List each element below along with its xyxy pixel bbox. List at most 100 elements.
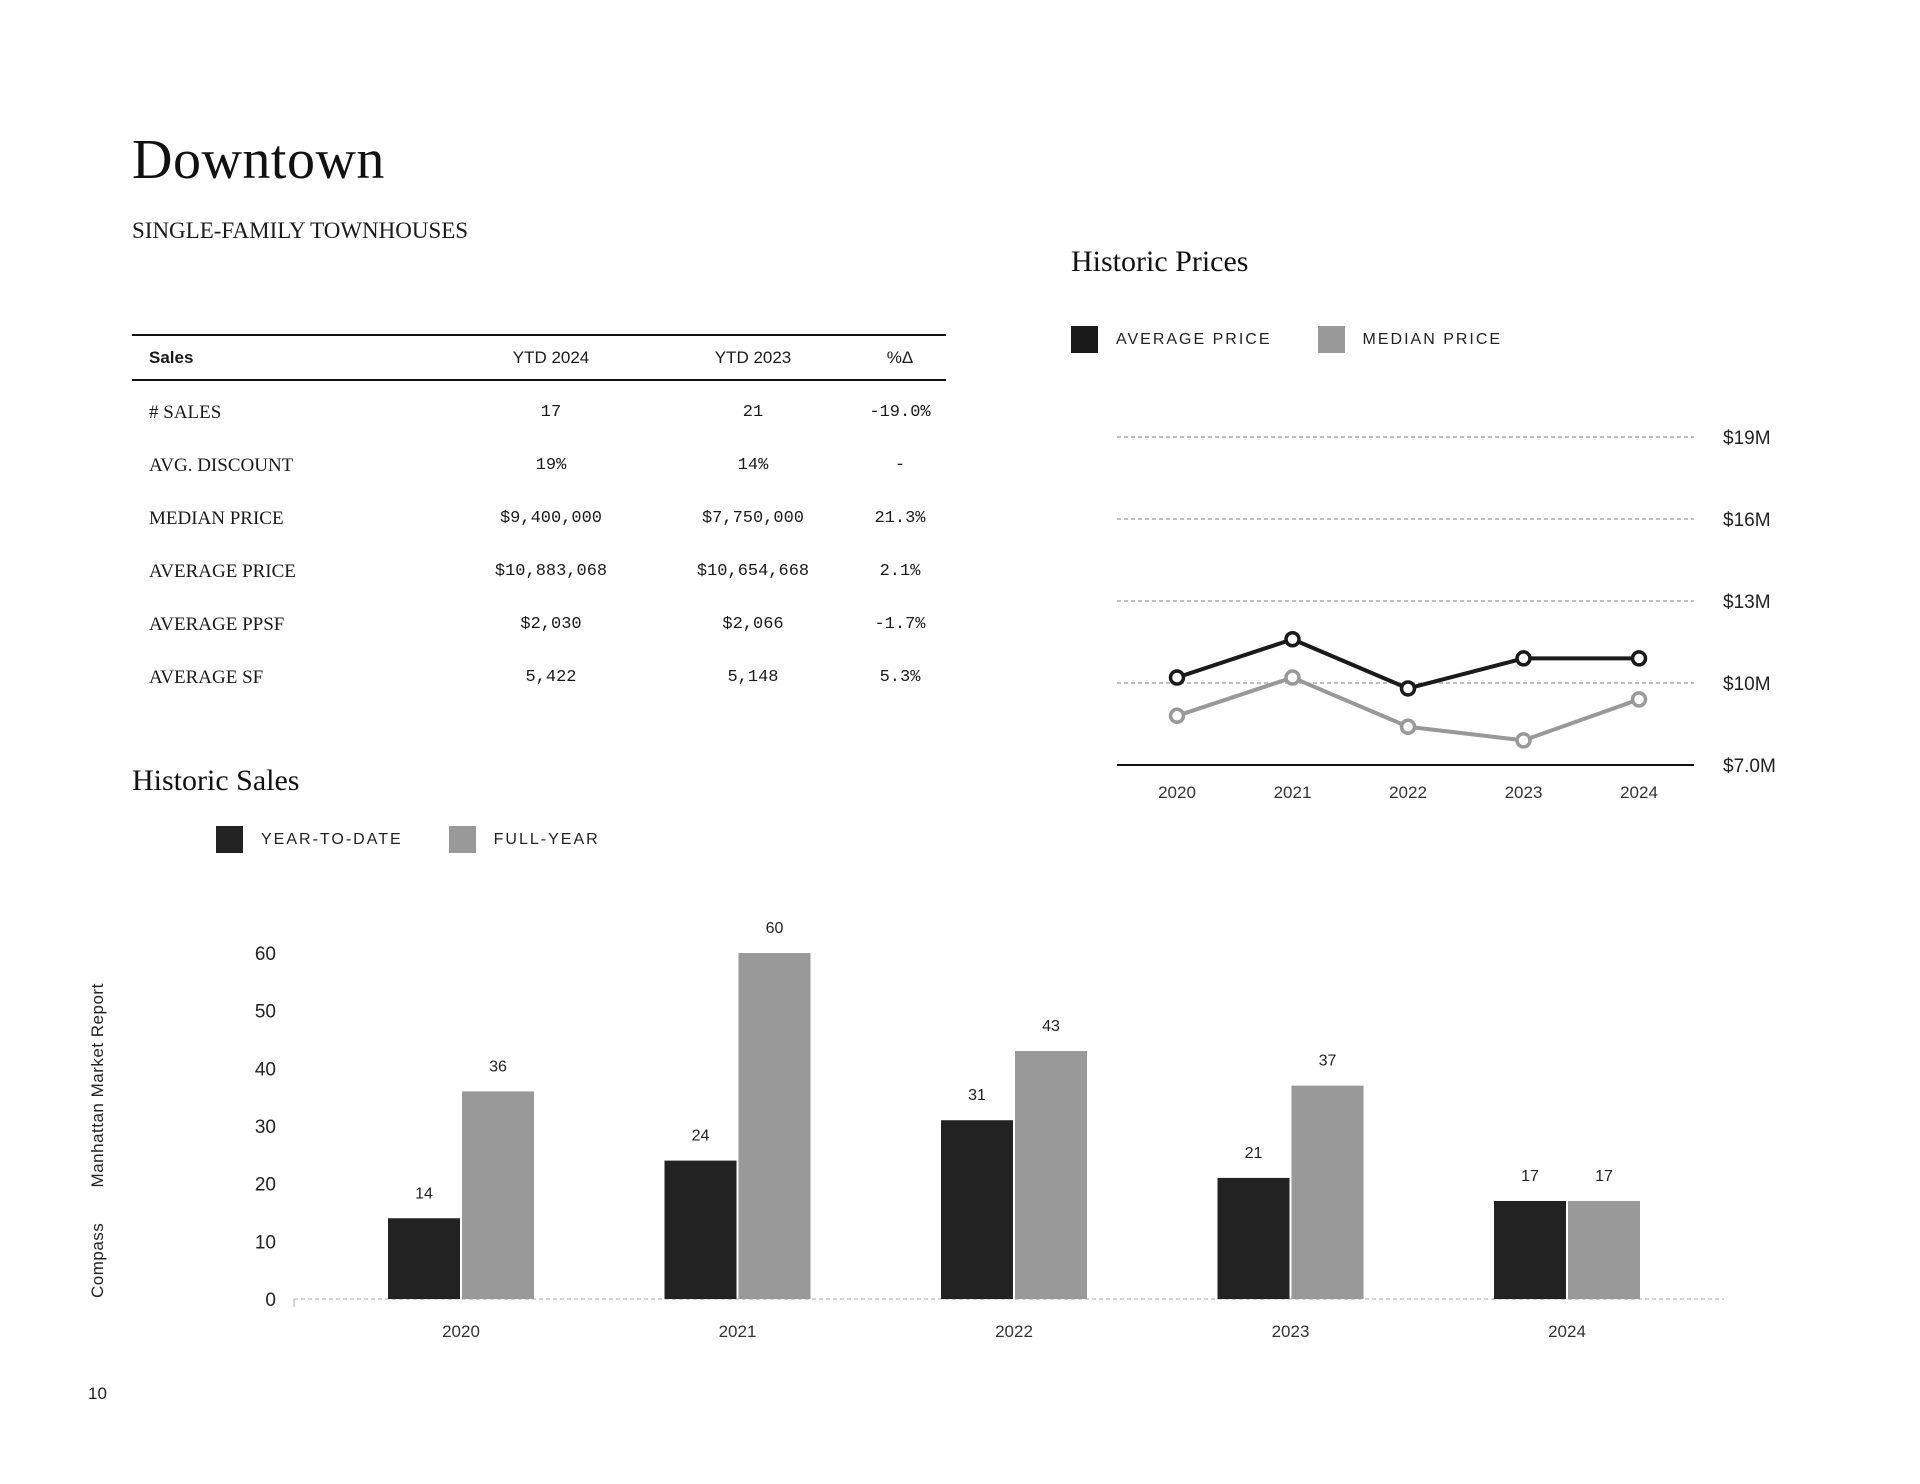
legend-label: FULL-YEAR [493,830,600,848]
cell-change: 21.3% [874,509,926,528]
prices-legend: AVERAGE PRICE MEDIAN PRICE [1071,326,1548,353]
side-report-title: Manhattan Market Report [88,983,107,1188]
median-price-point [1515,732,1532,749]
column-header-ytd2024: YTD 2024 [450,334,652,381]
table-row: AVERAGE PPSF $2,030 $2,066 -1.7% [132,598,946,651]
legend-label: AVERAGE PRICE [1116,330,1272,348]
full-year-bar [1015,1051,1087,1299]
legend-label: MEDIAN PRICE [1362,330,1503,348]
legend-label: YEAR-TO-DATE [261,830,403,848]
y-tick-label: $7.0M [1723,756,1776,777]
column-header-sales: Sales [132,334,450,381]
legend-item-median-price: MEDIAN PRICE [1317,326,1503,353]
page-number: 10 [88,1384,107,1403]
x-tick-label: 2023 [1272,1322,1310,1341]
column-header-ytd2023: YTD 2023 [652,334,854,381]
column-header-change: %Δ [854,334,946,381]
full-year-bar-label: 17 [1595,1168,1613,1185]
y-tick-label: 40 [255,1059,276,1080]
legend-swatch [216,826,243,853]
cell-ytd2024: $10,883,068 [494,562,608,581]
y-tick-label: 60 [255,944,276,965]
full-year-bar-label: 37 [1319,1053,1337,1070]
ytd-bar-label: 24 [692,1128,710,1145]
ytd-bar [388,1218,460,1299]
cell-ytd2023: $7,750,000 [701,509,805,528]
x-tick-label: 2022 [995,1322,1033,1341]
cell-ytd2023: $10,654,668 [696,562,810,581]
legend-item-average-price: AVERAGE PRICE [1071,326,1272,353]
y-tick-label: $13M [1723,592,1771,613]
median-price-point [1284,669,1301,686]
table-header-row: Sales YTD 2024 YTD 2023 %Δ [132,334,946,381]
x-tick-label: 2023 [1505,783,1543,802]
cell-change: - [894,456,906,475]
cell-ytd2023: $2,066 [722,615,784,634]
cell-ytd2024: 19% [535,456,567,475]
average-price-point [1515,650,1532,667]
cell-ytd2024: $9,400,000 [499,509,603,528]
table-row: AVG. DISCOUNT 19% 14% - [132,439,946,492]
legend-swatch [1071,326,1098,353]
ytd-bar [941,1120,1013,1299]
x-tick-label: 2020 [442,1322,480,1341]
y-tick-label: $10M [1723,674,1771,695]
y-tick-label: 20 [255,1175,276,1196]
row-label: AVERAGE SF [149,666,264,688]
table-row: AVERAGE SF 5,422 5,148 5.3% [132,651,946,704]
average-price-point [1168,669,1186,686]
x-tick-label: 2024 [1620,783,1658,802]
average-price-point [1399,680,1417,697]
y-tick-label: 10 [255,1232,276,1253]
cell-ytd2024: $2,030 [520,615,582,634]
median-price-point [1399,718,1417,735]
x-tick-label: 2020 [1158,783,1196,802]
median-price-point [1630,691,1648,708]
x-tick-label: 2021 [719,1322,757,1341]
y-tick-label: $19M [1723,428,1771,449]
page-subtitle: SINGLE-FAMILY TOWNHOUSES [132,218,469,243]
ytd-bar [664,1160,737,1299]
cell-change: 2.1% [879,562,921,581]
cell-ytd2023: 21 [742,403,764,422]
ytd-bar-label: 17 [1521,1168,1539,1185]
cell-ytd2024: 5,422 [525,668,577,687]
cell-ytd2023: 5,148 [727,668,779,687]
table-row: # SALES 17 21 -19.0% [132,380,946,439]
legend-item-year-to-date: YEAR-TO-DATE [216,826,403,853]
row-label: AVERAGE PRICE [149,560,296,582]
average-price-point [1630,650,1648,667]
row-label: # SALES [149,401,222,423]
cell-ytd2024: 17 [540,403,562,422]
full-year-bar-label: 60 [766,920,784,937]
full-year-bar [462,1091,534,1299]
full-year-bar-label: 36 [489,1058,507,1075]
cell-change: -1.7% [874,615,926,634]
y-tick-label: $16M [1723,510,1771,531]
full-year-bar [1568,1200,1640,1299]
sales-table: Sales YTD 2024 YTD 2023 %Δ # SALES 17 21… [132,334,946,704]
sales-legend: YEAR-TO-DATE FULL-YEAR [216,826,646,853]
legend-item-full-year: FULL-YEAR [448,826,600,853]
cell-change: 5.3% [879,668,921,687]
average-price-point [1284,631,1301,648]
cell-ytd2023: 14% [737,456,769,475]
page-title: Downtown [132,129,385,191]
x-tick-label: 2022 [1389,783,1427,802]
x-tick-label: 2024 [1548,1322,1586,1341]
ytd-bar [1217,1177,1290,1299]
full-year-bar [738,953,811,1299]
full-year-bar-label: 43 [1042,1018,1060,1035]
y-tick-label: 30 [255,1117,276,1138]
ytd-bar-label: 14 [415,1185,433,1202]
full-year-bar [1291,1085,1364,1299]
prices-chart-title: Historic Prices [1071,245,1249,278]
table-row: MEDIAN PRICE $9,400,000 $7,750,000 21.3% [132,492,946,545]
y-tick-label: 50 [255,1002,276,1023]
x-tick-label: 2021 [1274,783,1312,802]
ytd-bar [1494,1200,1566,1299]
legend-swatch [1317,326,1345,353]
row-label: AVG. DISCOUNT [149,454,294,476]
legend-swatch [448,826,476,853]
